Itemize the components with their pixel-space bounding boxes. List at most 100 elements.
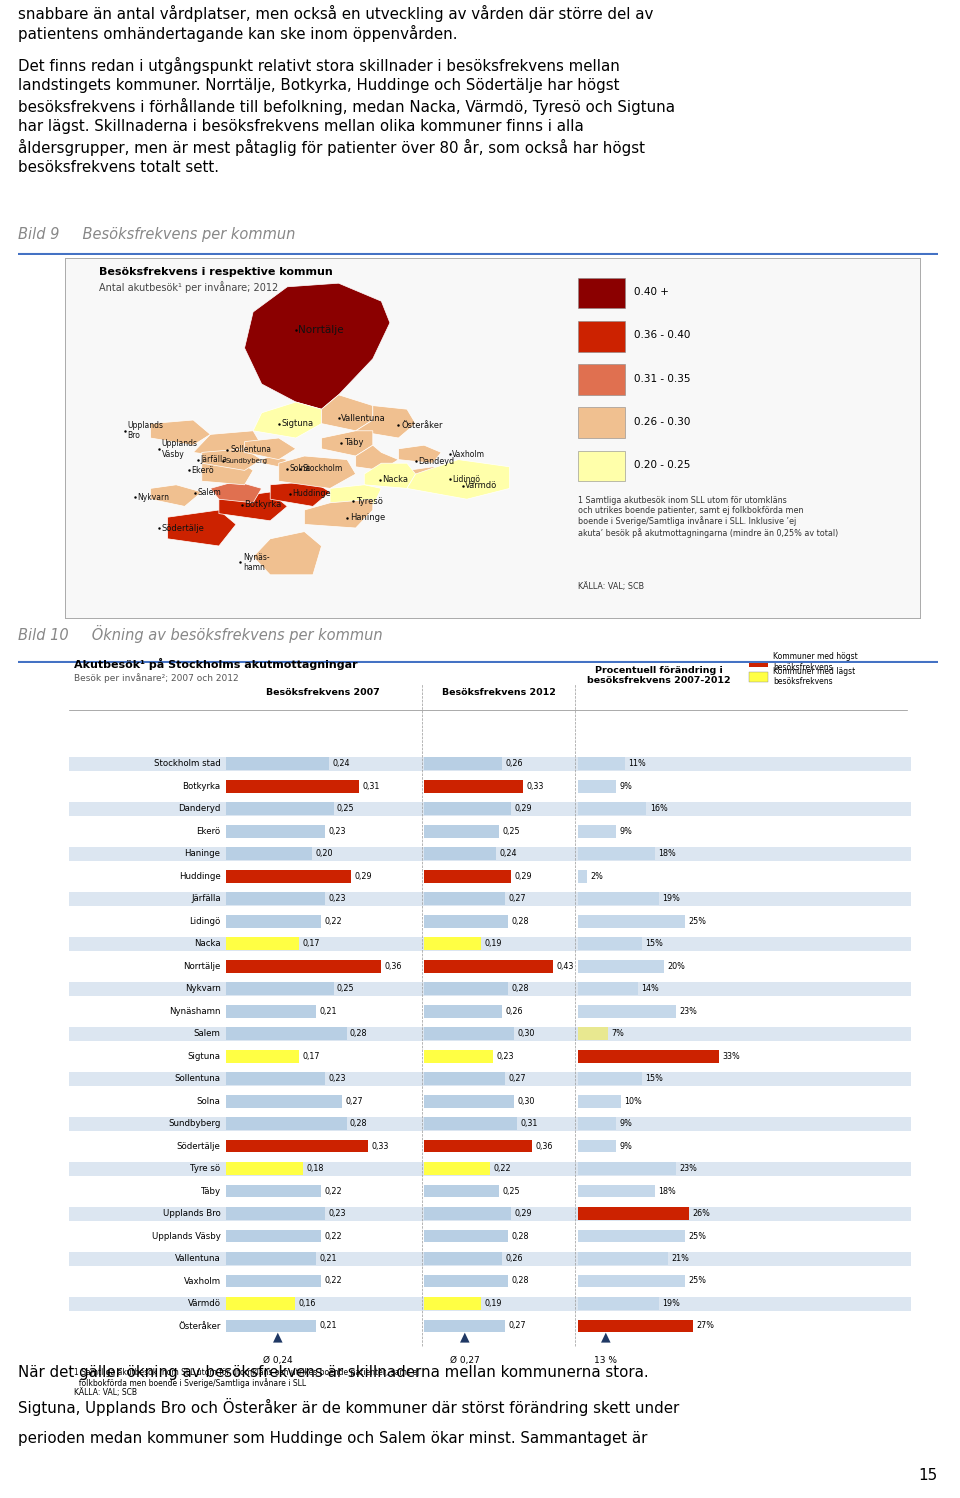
- Bar: [424, 960, 553, 972]
- Polygon shape: [364, 463, 416, 488]
- Text: Huddinge: Huddinge: [293, 490, 331, 499]
- Text: Ø 0,24: Ø 0,24: [263, 1356, 292, 1365]
- Text: 0,25: 0,25: [337, 984, 354, 993]
- Text: besöksfrekvens i förhållande till befolkning, medan Nacka, Värmdö, Tyresö och Si: besöksfrekvens i förhållande till befolk…: [18, 99, 675, 115]
- Text: Sundbyberg: Sundbyberg: [168, 1119, 221, 1128]
- Polygon shape: [245, 437, 296, 460]
- Text: 7%: 7%: [612, 1029, 624, 1038]
- Text: perioden medan kommuner som Huddinge och Salem ökar minst. Sammantaget är: perioden medan kommuner som Huddinge och…: [18, 1431, 647, 1446]
- Text: 0,24: 0,24: [333, 759, 350, 768]
- Bar: [424, 1162, 490, 1174]
- Text: Lidingö: Lidingö: [452, 475, 480, 484]
- Text: 0,27: 0,27: [508, 1074, 526, 1083]
- Text: 13 %: 13 %: [594, 1356, 617, 1365]
- Bar: [578, 321, 625, 352]
- Bar: [69, 869, 911, 884]
- Text: Bild 10     Ökning av besöksfrekvens per kommun: Bild 10 Ökning av besöksfrekvens per kom…: [18, 625, 383, 643]
- Text: 0,21: 0,21: [320, 1321, 337, 1330]
- Bar: [424, 848, 496, 860]
- Bar: [424, 1297, 481, 1309]
- Text: Norrtälje: Norrtälje: [183, 962, 221, 971]
- Text: Botkyrka: Botkyrka: [182, 782, 221, 791]
- Bar: [578, 1073, 642, 1085]
- Text: Södertälje: Södertälje: [161, 523, 204, 532]
- Bar: [578, 758, 625, 770]
- Text: har lägst. Skillnaderna i besöksfrekvens mellan olika kommuner finns i alla: har lägst. Skillnaderna i besöksfrekvens…: [18, 118, 584, 133]
- Bar: [578, 1118, 616, 1129]
- Text: Salem: Salem: [198, 488, 221, 497]
- Text: 0,17: 0,17: [302, 939, 320, 948]
- Bar: [226, 758, 329, 770]
- Bar: [424, 825, 499, 837]
- Text: Haninge: Haninge: [349, 514, 385, 523]
- Text: Besöksfrekvens 2012: Besöksfrekvens 2012: [442, 688, 556, 697]
- Bar: [424, 893, 505, 905]
- Text: 0,26: 0,26: [505, 759, 523, 768]
- Bar: [424, 915, 508, 927]
- Bar: [226, 1275, 321, 1287]
- Bar: [69, 1094, 911, 1109]
- Text: Nynäshamn: Nynäshamn: [169, 1007, 221, 1016]
- Text: 18%: 18%: [659, 1186, 676, 1195]
- Text: 0.40 +: 0.40 +: [634, 288, 668, 297]
- Text: 23%: 23%: [680, 1007, 698, 1016]
- Bar: [69, 1071, 911, 1086]
- Bar: [226, 1005, 316, 1017]
- Bar: [69, 1138, 911, 1153]
- Bar: [749, 673, 768, 682]
- Text: Nynäs-
hamn: Nynäs- hamn: [243, 553, 270, 572]
- Text: 0,27: 0,27: [508, 894, 526, 903]
- Text: Danderyd: Danderyd: [179, 804, 221, 813]
- Text: 0,20: 0,20: [316, 849, 333, 858]
- Bar: [69, 1297, 911, 1311]
- Polygon shape: [330, 485, 381, 506]
- Polygon shape: [245, 283, 390, 409]
- Bar: [578, 407, 625, 437]
- Text: 2%: 2%: [590, 872, 603, 881]
- Bar: [578, 1028, 608, 1040]
- Polygon shape: [278, 460, 313, 473]
- Bar: [69, 1320, 911, 1333]
- Text: åldersgrupper, men är mest påtaglig för patienter över 80 år, som också har högs: åldersgrupper, men är mest påtaglig för …: [18, 139, 645, 156]
- Text: 0,26: 0,26: [505, 1254, 523, 1263]
- Bar: [69, 1049, 911, 1064]
- Bar: [578, 848, 655, 860]
- Text: 25%: 25%: [688, 1231, 707, 1240]
- Text: 25%: 25%: [688, 1276, 707, 1285]
- Bar: [424, 938, 481, 950]
- Text: 15%: 15%: [645, 1074, 663, 1083]
- Text: Akutbesök¹ på Stockholms akutmottagningar: Akutbesök¹ på Stockholms akutmottagninga…: [74, 658, 357, 670]
- Bar: [226, 915, 321, 927]
- Text: 0,19: 0,19: [485, 939, 502, 948]
- Text: Tyresö: Tyresö: [356, 496, 383, 505]
- Text: 0,27: 0,27: [346, 1097, 363, 1106]
- Text: patientens omhändertagande kan ske inom öppenvården.: patientens omhändertagande kan ske inom …: [18, 25, 458, 42]
- Text: Södertälje: Södertälje: [177, 1141, 221, 1150]
- Bar: [226, 1230, 321, 1242]
- Polygon shape: [253, 401, 322, 437]
- Polygon shape: [304, 499, 372, 527]
- Text: Ekerö: Ekerö: [192, 466, 214, 475]
- Polygon shape: [322, 431, 372, 455]
- Polygon shape: [407, 460, 510, 499]
- Text: besöksfrekvens totalt sett.: besöksfrekvens totalt sett.: [18, 160, 219, 175]
- Bar: [424, 1118, 516, 1129]
- Bar: [578, 1297, 660, 1309]
- Bar: [226, 1162, 303, 1174]
- Bar: [69, 959, 911, 974]
- Bar: [424, 803, 511, 815]
- Text: 27%: 27%: [697, 1321, 715, 1330]
- Text: 0,36: 0,36: [536, 1141, 553, 1150]
- Text: 11%: 11%: [629, 759, 646, 768]
- Text: När det gäller ökning av besöksfrekvens är skillnaderna mellan kommunerna stora.: När det gäller ökning av besöksfrekvens …: [18, 1365, 649, 1380]
- Polygon shape: [210, 481, 262, 503]
- Text: Besöksfrekvens 2007: Besöksfrekvens 2007: [266, 688, 379, 697]
- Text: Österåker: Österåker: [401, 421, 443, 430]
- Text: 0.36 - 0.40: 0.36 - 0.40: [634, 331, 690, 340]
- Bar: [749, 658, 768, 668]
- Polygon shape: [151, 485, 202, 506]
- Text: Botkyrka: Botkyrka: [245, 500, 282, 509]
- Polygon shape: [322, 395, 372, 431]
- Bar: [578, 938, 642, 950]
- Text: 0,25: 0,25: [502, 1186, 520, 1195]
